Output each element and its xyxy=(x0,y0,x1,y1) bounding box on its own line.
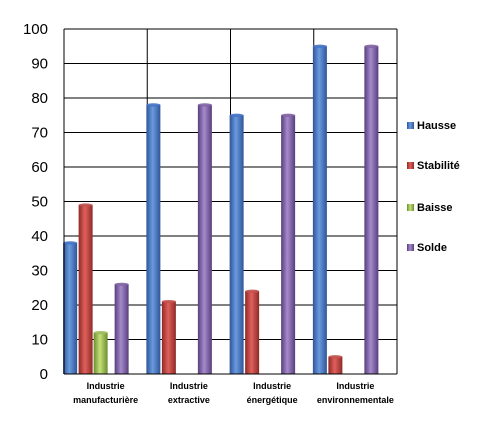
bar-cap xyxy=(364,44,379,48)
bar-solde xyxy=(197,104,212,375)
category-label: manufacturière xyxy=(73,395,138,405)
y-tick-label: 50 xyxy=(31,194,48,211)
bar-cap xyxy=(63,241,78,245)
legend: Hausse Stabilité Baisse Solde xyxy=(407,120,460,254)
category-label: environnementale xyxy=(317,395,394,405)
bar-cap xyxy=(114,282,129,286)
category-label: énergétique xyxy=(247,395,298,405)
bar-solde xyxy=(364,46,379,374)
legend-label: Solde xyxy=(417,242,447,254)
bar-stabilité xyxy=(78,204,93,374)
legend-label: Hausse xyxy=(417,120,456,132)
bar-cap xyxy=(312,44,327,48)
y-tick-label: 10 xyxy=(31,332,48,349)
bar-cap xyxy=(281,113,296,117)
bar-baisse xyxy=(93,332,108,374)
bar-hausse xyxy=(312,46,327,374)
y-tick-label: 80 xyxy=(31,90,48,107)
bar-stabilité xyxy=(328,356,343,374)
legend-swatch xyxy=(407,122,414,129)
legend-swatch xyxy=(407,244,414,251)
bar-solde xyxy=(114,284,129,374)
bar-hausse xyxy=(146,104,161,375)
category-label: Industrie xyxy=(253,381,291,391)
y-tick-label: 30 xyxy=(31,263,48,280)
bar-cap xyxy=(245,289,260,293)
bar-cap xyxy=(197,103,212,107)
bar-cap xyxy=(93,331,108,335)
category-label: Industrie xyxy=(336,381,374,391)
category-label: extractive xyxy=(168,395,210,405)
bar-stabilité xyxy=(161,301,176,374)
bar-stabilité xyxy=(245,291,260,374)
bar-cap xyxy=(328,355,343,359)
bar-cap xyxy=(229,113,244,117)
y-tick-label: 0 xyxy=(40,366,48,383)
legend-swatch xyxy=(407,162,414,169)
legend-label: Stabilité xyxy=(417,160,460,172)
y-tick-label: 70 xyxy=(31,125,48,142)
bar-cap xyxy=(161,299,176,304)
y-tick-label: 100 xyxy=(23,21,48,38)
bar-hausse xyxy=(229,115,244,374)
bar-hausse xyxy=(63,242,78,374)
axes xyxy=(63,28,398,375)
y-tick-label: 40 xyxy=(31,228,48,245)
legend-swatch xyxy=(407,204,414,211)
y-tick-label: 60 xyxy=(31,159,48,176)
bars xyxy=(63,44,379,375)
y-tick-label: 90 xyxy=(31,56,48,73)
bar-cap xyxy=(146,103,161,107)
category-labels: Industrie manufacturière Industrie extracti… xyxy=(73,381,394,405)
bar-solde xyxy=(281,115,296,374)
legend-label: Baisse xyxy=(417,202,452,214)
bar-cap xyxy=(78,203,93,207)
category-label: Industrie xyxy=(170,381,208,391)
y-tick-label: 20 xyxy=(31,297,48,314)
category-label: Industrie xyxy=(87,381,125,391)
y-tick-labels: 0 10 20 30 40 50 60 70 80 90 100 xyxy=(23,21,48,383)
